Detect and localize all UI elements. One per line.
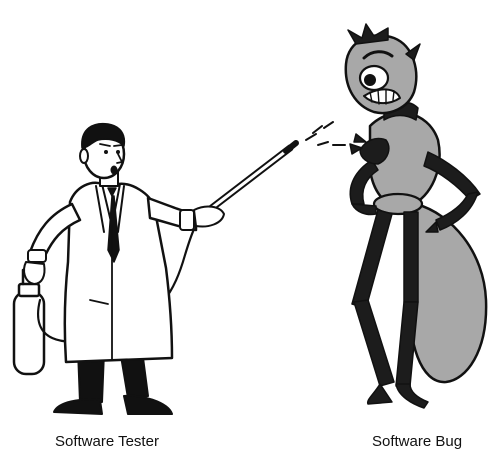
caption-software-bug: Software Bug [372,433,463,450]
tester-shoes [53,394,173,415]
software-bug [344,23,488,409]
bug-legs [351,209,429,409]
lab-coat [63,181,174,364]
bug-waist [372,192,424,216]
tester-left-arm [23,202,82,285]
tester-head [79,122,126,180]
spray-lines [305,121,346,146]
bug-hand-chest [349,133,390,165]
software-tester [12,121,346,415]
bug-abdomen [408,202,488,384]
bug-head [344,23,421,115]
coat-collar [95,183,125,361]
coat-seam [89,299,109,305]
caption-software-tester: Software Tester [55,433,159,450]
tester-right-arm [146,196,225,232]
bug-arm-right [423,151,481,233]
bug-arm-left [349,159,379,216]
